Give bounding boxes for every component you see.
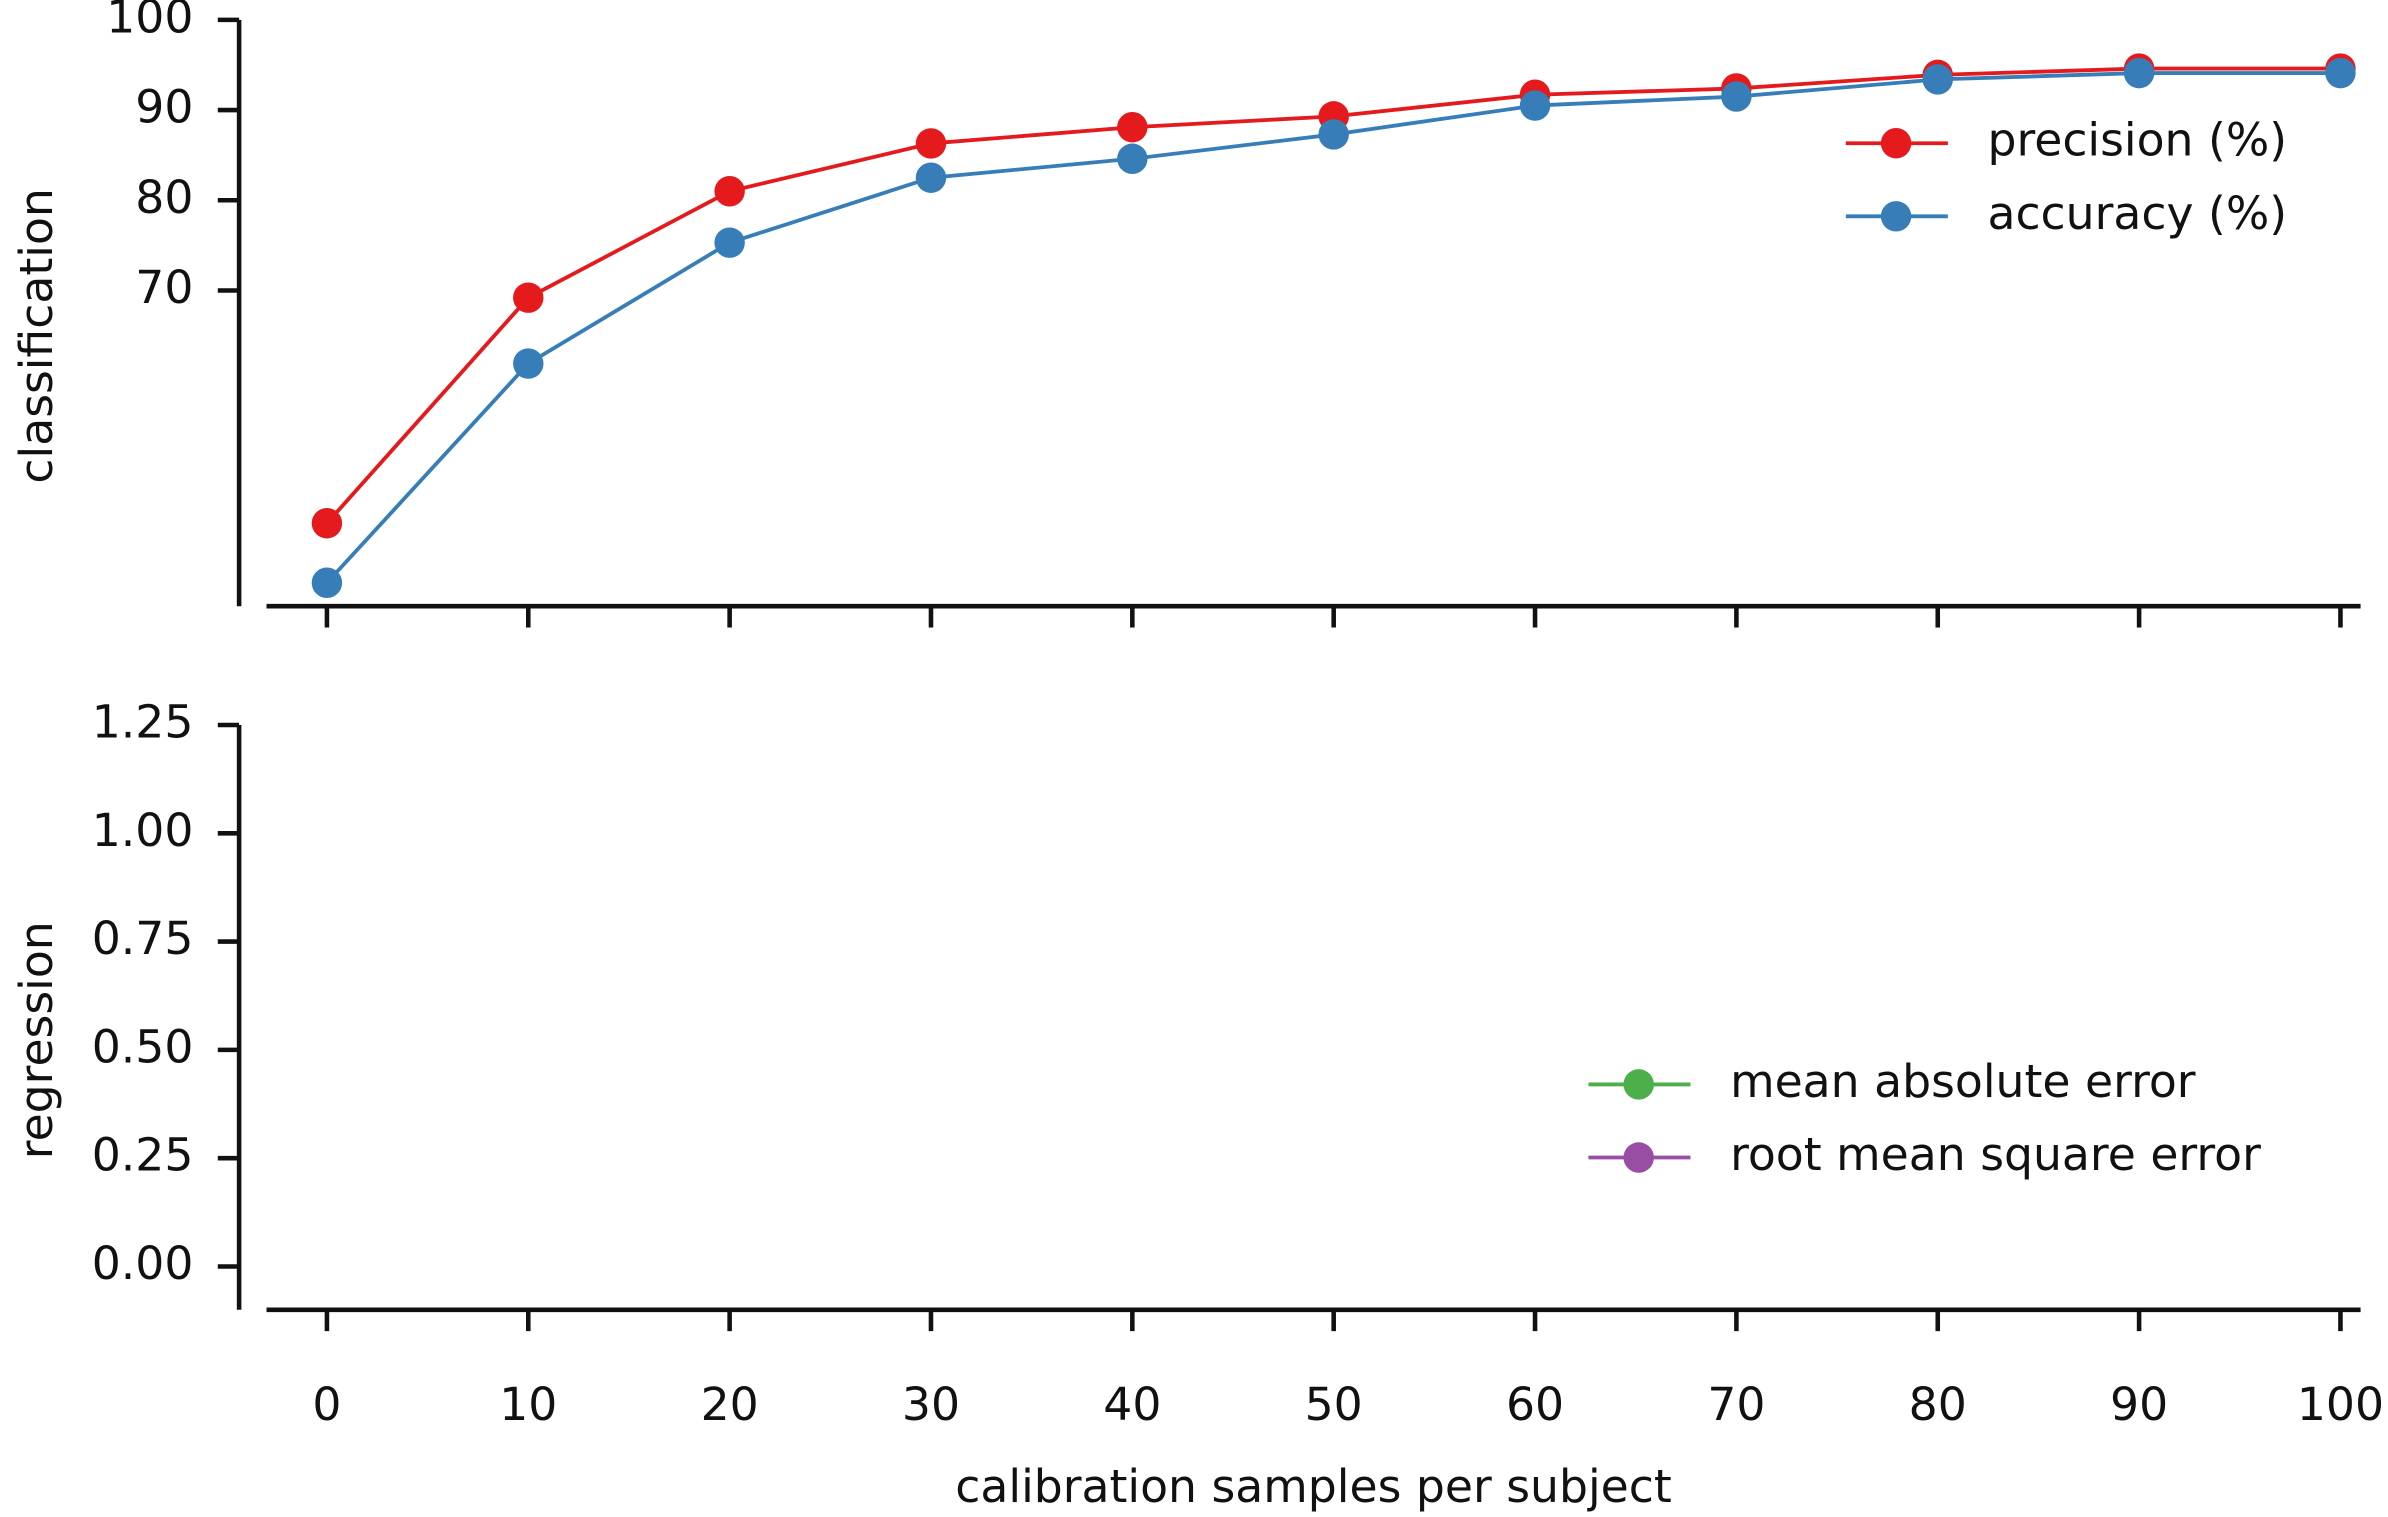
x-axis-label: calibration samples per subject bbox=[955, 1460, 1672, 1513]
x-tick-label: 0 bbox=[312, 1378, 341, 1431]
legend-marker bbox=[1623, 1069, 1654, 1100]
x-tick-label: 40 bbox=[1103, 1378, 1161, 1431]
data-point bbox=[513, 348, 544, 379]
y-tick-label: 70 bbox=[135, 261, 193, 314]
legend-label: accuracy (%) bbox=[1987, 187, 2287, 240]
x-tick-label: 60 bbox=[1506, 1378, 1564, 1431]
data-point bbox=[513, 282, 544, 313]
data-point bbox=[1721, 81, 1752, 112]
x-tick-label: 30 bbox=[902, 1378, 960, 1431]
data-point bbox=[714, 227, 745, 258]
data-point bbox=[2123, 57, 2155, 89]
y-tick-label: 0.50 bbox=[92, 1020, 194, 1073]
data-point bbox=[1519, 90, 1551, 121]
data-point bbox=[915, 128, 947, 159]
y-tick-label: 0.25 bbox=[92, 1129, 194, 1182]
data-point bbox=[311, 507, 343, 539]
legend-label: root mean square error bbox=[1730, 1128, 2261, 1181]
y-tick-label: 100 bbox=[106, 0, 193, 43]
legend-label: mean absolute error bbox=[1730, 1055, 2196, 1108]
x-tick-label: 100 bbox=[2297, 1378, 2384, 1431]
data-point bbox=[1117, 143, 1148, 175]
y-tick-label: 0.75 bbox=[92, 912, 194, 965]
data-point bbox=[714, 176, 745, 207]
y-tick-label: 1.25 bbox=[92, 695, 194, 748]
y-axis-label: regression bbox=[10, 921, 63, 1159]
y-axis-label: classification bbox=[10, 188, 63, 483]
x-tick-label: 20 bbox=[701, 1378, 759, 1431]
legend-marker bbox=[1623, 1142, 1654, 1173]
y-tick-label: 1.00 bbox=[92, 804, 194, 857]
x-tick-label: 90 bbox=[2110, 1378, 2168, 1431]
legend-marker bbox=[1880, 201, 1912, 232]
data-point bbox=[311, 567, 343, 598]
data-point bbox=[1318, 119, 1349, 150]
data-point bbox=[1117, 111, 1148, 143]
x-tick-label: 70 bbox=[1707, 1378, 1765, 1431]
y-tick-label: 80 bbox=[135, 171, 193, 224]
data-point bbox=[1922, 64, 1953, 95]
legend-label: precision (%) bbox=[1987, 114, 2287, 167]
data-point bbox=[2325, 57, 2356, 89]
legend-marker bbox=[1880, 127, 1912, 159]
data-point bbox=[915, 162, 947, 193]
y-tick-label: 0.00 bbox=[92, 1237, 194, 1290]
x-tick-label: 50 bbox=[1305, 1378, 1363, 1431]
x-tick-label: 10 bbox=[499, 1378, 557, 1431]
y-tick-label: 90 bbox=[135, 81, 193, 134]
x-tick-label: 80 bbox=[1909, 1378, 1967, 1431]
